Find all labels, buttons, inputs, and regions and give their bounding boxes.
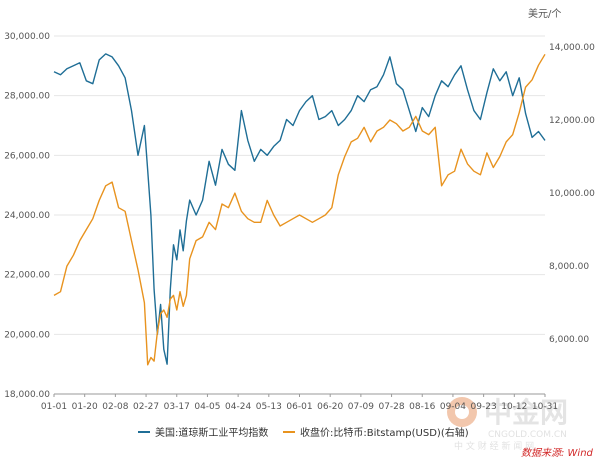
legend-dow-label: 美国:道琼斯工业平均指数 bbox=[155, 426, 268, 439]
x-tick-label: 04-24 bbox=[225, 402, 251, 412]
x-tick-label: 10-12 bbox=[501, 402, 527, 412]
x-tick-label: 09-23 bbox=[471, 402, 497, 412]
left-tick-label: 24,000.00 bbox=[4, 211, 50, 221]
watermark: 中金网 CNGOLD.COM.CN 中 文 财 经 新 闻 网 bbox=[447, 396, 568, 452]
series-dow-line bbox=[53, 53, 546, 365]
watermark-url-text: CNGOLD.COM.CN bbox=[488, 430, 567, 440]
left-tick-label: 26,000.00 bbox=[4, 151, 50, 161]
right-axis-unit: 美元/个 bbox=[528, 7, 561, 20]
x-tick-label: 01-01 bbox=[41, 402, 67, 412]
x-tick-label: 06-20 bbox=[317, 402, 343, 412]
x-tick-label: 07-28 bbox=[378, 402, 404, 412]
data-source-note: 数据来源: Wind bbox=[521, 447, 594, 459]
x-tick-label: 01-20 bbox=[72, 402, 98, 412]
left-tick-label: 20,000.00 bbox=[4, 330, 50, 340]
right-axis-ticks: 6,000.00 8,000.00 10,000.00 12,000.00 14,000… bbox=[549, 43, 595, 345]
watermark-logo-inner bbox=[455, 405, 469, 419]
x-tick-label: 05-13 bbox=[256, 402, 282, 412]
right-tick-label: 12,000.00 bbox=[549, 116, 595, 126]
series-lines bbox=[53, 53, 546, 366]
x-tick-label: 02-27 bbox=[133, 402, 159, 412]
x-tick-label: 02-08 bbox=[102, 402, 128, 412]
watermark-main-text: 中金网 bbox=[484, 396, 568, 429]
legend-btc-label: 收盘价:比特币:Bitstamp(USD)(右轴) bbox=[300, 426, 469, 439]
right-tick-label: 14,000.00 bbox=[549, 43, 595, 53]
grid-lines bbox=[54, 35, 545, 395]
watermark-sub-text: 中 文 财 经 新 闻 网 bbox=[454, 440, 534, 452]
right-tick-label: 8,000.00 bbox=[549, 262, 589, 272]
series-btc-line bbox=[53, 53, 546, 366]
left-tick-label: 22,000.00 bbox=[4, 271, 50, 281]
x-tick-label: 09-04 bbox=[440, 402, 466, 412]
left-tick-label: 30,000.00 bbox=[4, 32, 50, 42]
x-tick-label: 03-17 bbox=[164, 402, 190, 412]
x-tick-label: 07-09 bbox=[348, 402, 374, 412]
left-tick-label: 18,000.00 bbox=[4, 390, 50, 400]
legend: 美国:道琼斯工业平均指数 收盘价:比特币:Bitstamp(USD)(右轴) bbox=[138, 426, 469, 439]
left-tick-label: 28,000.00 bbox=[4, 92, 50, 102]
right-tick-label: 10,000.00 bbox=[549, 189, 595, 199]
x-axis-ticks: 01-01 01-20 02-08 02-27 03-17 04-05 04-24 05-13… bbox=[41, 394, 558, 412]
x-tick-label: 06-01 bbox=[286, 402, 312, 412]
x-tick-label: 10-31 bbox=[532, 402, 558, 412]
left-axis-ticks: 18,000.00 20,000.00 22,000.00 24,000.00 26,0… bbox=[4, 32, 50, 400]
x-tick-label: 08-16 bbox=[409, 402, 435, 412]
right-tick-label: 6,000.00 bbox=[549, 335, 589, 345]
x-tick-label: 04-05 bbox=[194, 402, 220, 412]
